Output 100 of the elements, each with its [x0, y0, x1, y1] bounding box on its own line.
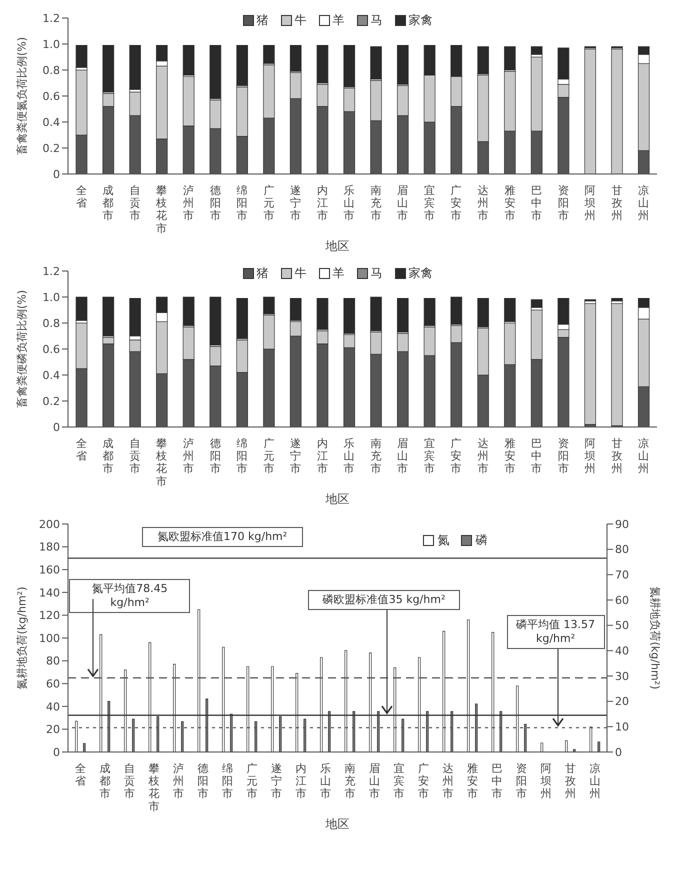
- y2-axis-title: 氮耕地负荷(kg/hm²): [648, 586, 662, 690]
- x-tick-label: 广安市: [450, 436, 462, 476]
- legend-label: 家禽: [408, 265, 432, 282]
- y-tick-label: 40: [46, 700, 60, 714]
- y2-tick-label: 80: [615, 543, 629, 556]
- x-tick-label: 阿坝州: [584, 436, 596, 476]
- y-axis-title: 畜禽粪便氮负荷比例(%): [16, 36, 28, 156]
- x-tick-label: 广安市: [418, 762, 429, 800]
- x-tick-label: 内江市: [316, 184, 328, 222]
- legend-label: 磷: [474, 532, 488, 549]
- y-tick-label: 0.8: [42, 64, 60, 77]
- y2-tick-label: 50: [615, 619, 629, 632]
- x-tick-label: 广元市: [246, 762, 258, 800]
- y-tick-label: 160: [39, 564, 60, 577]
- legend-label: 家禽: [408, 12, 432, 29]
- y-axis-title: 畜禽粪便磷负荷比例(%): [16, 290, 28, 408]
- x-tick-label: 达州市: [442, 762, 454, 800]
- y-tick-label: 200: [39, 518, 60, 531]
- x-tick-label: 成都市: [102, 436, 114, 476]
- legend-label: 马: [370, 12, 382, 29]
- y-tick-label: 0.2: [42, 142, 60, 155]
- y-tick-label: 1.0: [42, 290, 60, 304]
- x-axis-title: 地区: [324, 238, 350, 255]
- y-tick-label: 0.2: [42, 394, 60, 408]
- x-tick-label: 成都市: [99, 762, 110, 800]
- legend-label: 牛: [294, 12, 306, 29]
- x-tick-label: 阿坝州: [539, 762, 552, 800]
- y-tick-label: 80: [46, 654, 60, 668]
- y-tick-label: 1.2: [42, 12, 60, 25]
- x-tick-label: 眉山市: [368, 762, 380, 800]
- y-tick-label: 0: [53, 168, 60, 181]
- y-tick-label: 120: [39, 609, 60, 622]
- x-tick-label: 德阳市: [210, 436, 221, 476]
- x-tick-label: 达州市: [477, 184, 488, 222]
- x-tick-label: 攀枝花市: [155, 436, 168, 488]
- x-tick-label: 凉山州: [638, 184, 650, 222]
- x-tick-label: 遂宁市: [270, 762, 282, 800]
- x-tick-label: 遂宁市: [290, 184, 302, 222]
- x-tick-label: 泸州市: [182, 436, 194, 476]
- x-tick-label: 雅安市: [504, 184, 516, 222]
- y-tick-label: 0: [53, 420, 60, 434]
- y-tick-label: 0.8: [42, 316, 60, 330]
- x-tick-label: 眉山市: [397, 436, 408, 476]
- x-tick-label: 遂宁市: [290, 436, 302, 476]
- x-tick-label: 攀枝花市: [155, 184, 168, 235]
- x-tick-label: 全省: [76, 184, 87, 210]
- x-tick-label: 凉山州: [589, 762, 600, 800]
- x-tick-label: 广安市: [450, 184, 462, 222]
- y2-tick-label: 30: [615, 670, 629, 683]
- x-tick-label: 广元市: [263, 184, 274, 222]
- x-tick-label: 资阳市: [558, 436, 569, 476]
- legend-label: 猪: [256, 12, 268, 29]
- legend-label: 牛: [294, 265, 306, 282]
- x-tick-label: 雅安市: [466, 762, 478, 800]
- x-tick-label: 绵阳市: [236, 184, 248, 222]
- x-tick-label: 南充市: [370, 184, 382, 222]
- x-tick-label: 攀枝花市: [147, 762, 160, 813]
- y-tick-label: 0.6: [42, 342, 60, 356]
- ref-line-label: 氮平均值78.45 kg/hm²: [92, 582, 168, 609]
- y2-tick-label: 40: [615, 644, 629, 658]
- y-tick-label: 100: [39, 632, 60, 645]
- x-tick-label: 宜宾市: [424, 436, 435, 476]
- x-tick-label: 广元市: [263, 436, 274, 476]
- x-tick-label: 自贡市: [124, 762, 135, 800]
- x-tick-label: 巴中市: [531, 184, 542, 222]
- x-tick-label: 甘孜州: [611, 436, 622, 476]
- y-tick-label: 0.6: [42, 90, 60, 103]
- x-tick-label: 资阳市: [558, 184, 569, 222]
- y-tick-label: 1.0: [42, 38, 60, 51]
- y2-tick-label: 0: [615, 746, 622, 759]
- x-tick-label: 巴中市: [531, 436, 542, 476]
- x-tick-label: 雅安市: [504, 436, 516, 476]
- ref-line-label: 磷平均值 13.57 kg/hm²: [516, 618, 596, 646]
- y2-tick-label: 70: [615, 568, 629, 582]
- legend-label: 羊: [332, 265, 344, 282]
- y-tick-label: 20: [46, 723, 60, 736]
- x-tick-label: 阿坝州: [584, 184, 596, 222]
- x-tick-label: 绵阳市: [236, 436, 248, 476]
- x-tick-label: 乐山市: [344, 184, 355, 222]
- x-tick-label: 德阳市: [197, 762, 208, 800]
- x-tick-label: 南充市: [344, 762, 356, 800]
- x-tick-label: 自贡市: [129, 184, 140, 222]
- x-tick-label: 全省: [74, 762, 86, 788]
- x-axis-title: 地区: [324, 816, 350, 833]
- legend-label: 马: [370, 265, 382, 282]
- x-tick-label: 泸州市: [172, 762, 184, 800]
- x-tick-label: 甘孜州: [611, 184, 622, 222]
- y-tick-label: 180: [39, 540, 60, 554]
- legend-label: 羊: [332, 12, 344, 29]
- legend-label: 氮: [436, 532, 450, 549]
- y2-tick-label: 20: [615, 695, 629, 708]
- y-tick-label: 0.4: [42, 116, 60, 129]
- y2-tick-label: 10: [615, 720, 629, 734]
- x-tick-label: 全省: [76, 436, 87, 463]
- x-tick-label: 甘孜州: [564, 762, 576, 800]
- x-tick-label: 宜宾市: [424, 184, 435, 222]
- ref-line-label: 氮欧盟标准值170 kg/hm²: [158, 530, 288, 544]
- y-tick-label: 140: [39, 586, 60, 600]
- x-tick-label: 自贡市: [129, 436, 140, 476]
- x-tick-label: 眉山市: [397, 184, 408, 222]
